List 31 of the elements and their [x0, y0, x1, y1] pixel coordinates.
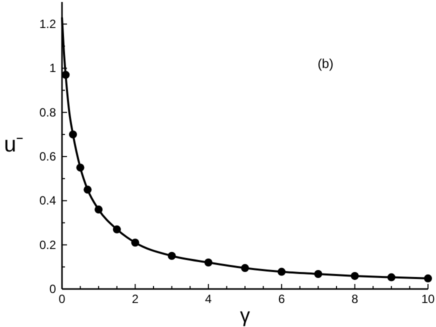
- y-axis-title: u⁻: [4, 132, 24, 156]
- y-tick-label: 0.6: [39, 150, 56, 164]
- x-tick-label: 0: [58, 292, 66, 306]
- point: [112, 225, 121, 234]
- point: [94, 206, 103, 214]
- x-tick-label: 8: [351, 292, 358, 306]
- point: [68, 130, 77, 138]
- annotation: (b): [318, 56, 334, 72]
- point: [350, 272, 359, 280]
- x-tick-label: 2: [132, 292, 139, 306]
- x-tick-label: 10: [421, 292, 435, 306]
- point: [314, 270, 322, 278]
- y-tick-label: 1: [49, 61, 56, 76]
- x-axis-title: γ: [240, 305, 250, 327]
- x-tick-label: 4: [205, 292, 212, 306]
- y-tick-label: 0: [49, 282, 56, 296]
- point: [62, 70, 70, 79]
- y-tick-label: 0.4: [39, 194, 56, 208]
- y-tick-label: 0.8: [39, 105, 56, 120]
- point: [131, 238, 140, 247]
- point: [84, 186, 92, 194]
- y-tick-label: 0.2: [39, 238, 56, 252]
- point: [168, 252, 176, 260]
- point: [204, 258, 212, 267]
- point: [278, 268, 286, 276]
- x-tick-label: 6: [278, 292, 286, 306]
- point: [424, 274, 432, 282]
- y-tick-label: 1.2: [39, 17, 56, 32]
- point: [241, 264, 249, 272]
- point: [76, 164, 84, 172]
- point: [387, 273, 396, 282]
